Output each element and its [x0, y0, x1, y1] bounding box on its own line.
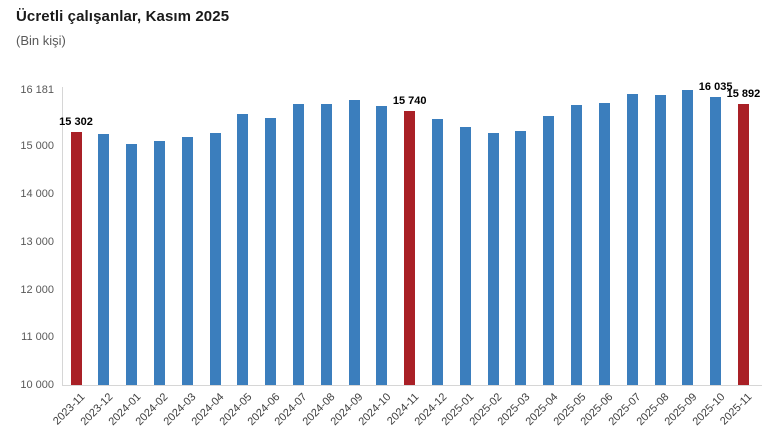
y-axis-line	[62, 87, 63, 385]
y-tick-label: 11 000	[21, 331, 54, 344]
bar-2025-10	[710, 96, 722, 385]
bar-2024-01	[126, 143, 138, 385]
bar-2023-12	[98, 134, 110, 385]
bar-2025-01	[459, 126, 471, 385]
bar-value-label: 15 302	[59, 115, 93, 128]
bar-2024-08	[320, 103, 332, 385]
bar-2025-05	[571, 105, 583, 385]
y-tick-label: 12 000	[20, 283, 54, 296]
chart-subtitle: (Bin kişi)	[16, 33, 66, 48]
bar-2025-11	[737, 103, 749, 385]
bar-2025-06	[598, 102, 610, 385]
bar-2024-11	[404, 111, 416, 385]
bar-2024-07	[292, 104, 304, 385]
bar-2024-02	[153, 140, 165, 385]
plot-area	[62, 90, 762, 385]
bar-2025-08	[654, 95, 666, 385]
y-tick-label: 14 000	[20, 188, 54, 201]
bar-2024-06	[265, 118, 277, 385]
y-tick-label: 13 000	[20, 235, 54, 248]
bar-2024-09	[348, 100, 360, 385]
y-tick-label: 15 000	[20, 140, 54, 153]
x-axis-line	[62, 385, 762, 386]
bar-2025-07	[626, 94, 638, 385]
bar-2025-03	[515, 130, 527, 385]
bar-2023-11	[70, 131, 82, 385]
chart-title: Ücretli çalışanlar, Kasım 2025	[16, 8, 230, 25]
bar-2024-03	[181, 137, 193, 385]
bar-2025-02	[487, 132, 499, 385]
bar-2025-04	[543, 115, 555, 385]
y-tick-label: 10 000	[20, 379, 54, 391]
bar-2025-09	[682, 90, 694, 385]
bar-value-label: 15 740	[392, 95, 427, 108]
bar-2024-10	[376, 106, 388, 385]
y-tick-label: 16 181	[20, 84, 54, 96]
bar-value-label: 15 892	[726, 87, 761, 100]
bar-2024-04	[209, 133, 221, 385]
bar-2024-12	[432, 119, 444, 385]
bar-value-label: 16 035	[698, 80, 733, 93]
bar-2024-05	[237, 113, 249, 385]
